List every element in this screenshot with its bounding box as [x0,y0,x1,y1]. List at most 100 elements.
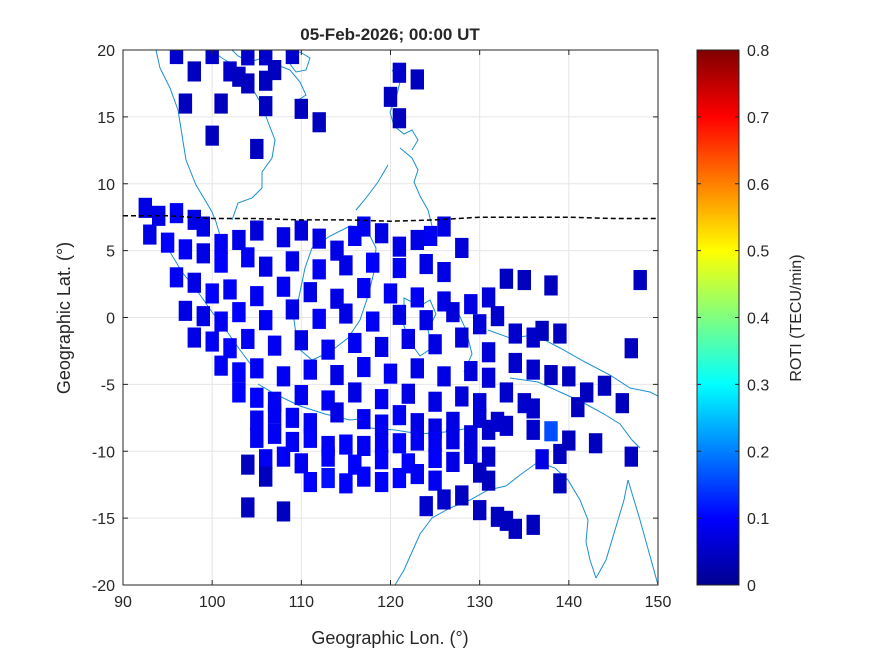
roti-cell [285,251,300,272]
roti-cell [464,443,478,464]
roti-cell [374,389,389,410]
roti-cell [383,283,398,304]
roti-cell [223,338,237,359]
x-tick-label: 130 [466,594,493,611]
roti-cell [383,363,398,384]
roti-cell [214,93,228,114]
roti-cell [259,256,273,277]
roti-cell [410,464,424,485]
roti-cell [303,472,317,493]
roti-cell [250,358,264,379]
roti-cell [339,473,353,494]
roti-cell [446,429,460,450]
roti-cell [250,387,264,408]
roti-cell [419,310,433,331]
roti-cell [214,311,228,332]
roti-cell [294,330,308,351]
roti-cell [544,365,558,386]
roti-cell [178,300,193,321]
roti-cell [508,518,522,539]
roti-cell [276,276,291,297]
roti-cell [303,359,317,380]
roti-cell [241,454,255,475]
roti-cell [526,514,540,535]
roti-cell [410,69,424,90]
roti-cell [481,287,496,308]
roti-cell [481,419,496,440]
roti-cell [250,138,264,159]
roti-cell [410,287,424,308]
x-tick-label: 110 [289,594,315,611]
roti-cell [339,434,353,455]
roti-cell [321,446,335,467]
roti-cell [285,50,300,65]
roti-cell [446,451,460,472]
colorbar-tick-label: 0.7 [747,110,769,127]
roti-cell [588,433,603,454]
roti-cells [138,50,647,539]
roti-cell [455,485,469,506]
roti-cell [294,220,308,241]
roti-cell [196,306,210,327]
roti-cell [276,446,291,467]
roti-cell [357,466,371,487]
roti-cell [205,125,219,146]
y-tick-label: 5 [106,244,115,261]
roti-cell [423,225,438,246]
roti-cell [392,108,407,129]
roti-cell [339,255,353,276]
y-tick-label: -15 [92,511,115,528]
colorbar-tick-label: 0.3 [747,377,769,394]
roti-cell [348,382,362,403]
roti-cell [526,359,540,380]
roti-cell [401,383,415,404]
roti-cell [597,375,612,396]
roti-cell [303,282,317,303]
x-tick-label: 90 [114,594,132,611]
roti-cell [464,294,478,315]
roti-cell [285,407,300,428]
roti-cell [392,433,407,454]
roti-cell [374,433,389,454]
colorbar-tick-label: 0.5 [747,244,769,261]
coastline-palawan [355,164,389,211]
roti-cell [187,61,201,82]
roti-cell [276,227,291,248]
roti-cell [562,366,576,387]
roti-cell [232,302,246,323]
roti-cell [553,443,567,464]
roti-cell [214,252,228,273]
roti-cell [321,339,335,360]
roti-cell [196,243,210,264]
x-tick-label: 150 [645,594,672,611]
axis-ticks: 90 100 110 120 130 140 150 20 15 10 5 0 -5 -10 -15 -20 [92,43,672,611]
roti-cell [455,386,469,407]
roti-cell [138,197,152,218]
roti-cell [276,366,291,387]
roti-cell [205,50,219,65]
x-tick-label: 100 [199,594,226,611]
roti-cell [544,275,558,296]
chart-title: 05-Feb-2026; 00:00 UT [300,25,480,44]
y-tick-label: -10 [92,444,115,461]
magnetic-equator-line [123,215,658,222]
x-tick-label: 140 [555,594,582,611]
roti-cell [419,496,433,517]
roti-cell [169,203,184,224]
roti-cell [374,336,389,357]
colorbar-tick-label: 0 [747,578,756,595]
roti-cell [455,327,469,348]
roti-cell [410,229,424,250]
roti-cell [187,272,201,293]
roti-cell [294,98,308,119]
colorbar-tick-label: 0.6 [747,177,769,194]
roti-cell [178,93,193,114]
roti-cell [330,402,344,423]
roti-cell [214,233,228,254]
roti-cell [481,367,496,388]
y-tick-label: -20 [92,578,115,595]
roti-cell [410,430,424,451]
x-axis-label: Geographic Lon. (°) [311,628,468,648]
